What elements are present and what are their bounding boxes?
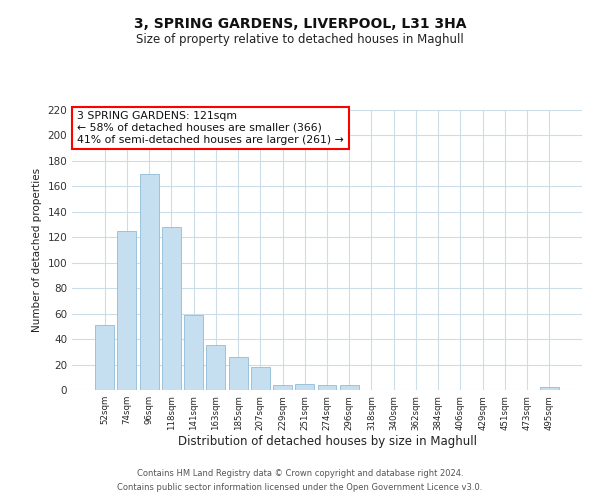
Bar [317, 385, 337, 390]
Text: Contains HM Land Registry data © Crown copyright and database right 2024.: Contains HM Land Registry data © Crown c… [137, 468, 463, 477]
Bar [162, 227, 181, 390]
Bar [229, 357, 248, 390]
Y-axis label: Number of detached properties: Number of detached properties [32, 168, 42, 332]
Text: Size of property relative to detached houses in Maghull: Size of property relative to detached ho… [136, 32, 464, 46]
Text: Contains public sector information licensed under the Open Government Licence v3: Contains public sector information licen… [118, 484, 482, 492]
Bar [273, 385, 292, 390]
Text: 3 SPRING GARDENS: 121sqm
← 58% of detached houses are smaller (366)
41% of semi-: 3 SPRING GARDENS: 121sqm ← 58% of detach… [77, 112, 344, 144]
X-axis label: Distribution of detached houses by size in Maghull: Distribution of detached houses by size … [178, 436, 476, 448]
Bar [540, 388, 559, 390]
Bar [95, 325, 114, 390]
Bar [251, 367, 270, 390]
Bar [140, 174, 158, 390]
Text: 3, SPRING GARDENS, LIVERPOOL, L31 3HA: 3, SPRING GARDENS, LIVERPOOL, L31 3HA [134, 18, 466, 32]
Bar [206, 346, 225, 390]
Bar [184, 315, 203, 390]
Bar [295, 384, 314, 390]
Bar [340, 385, 359, 390]
Bar [118, 231, 136, 390]
